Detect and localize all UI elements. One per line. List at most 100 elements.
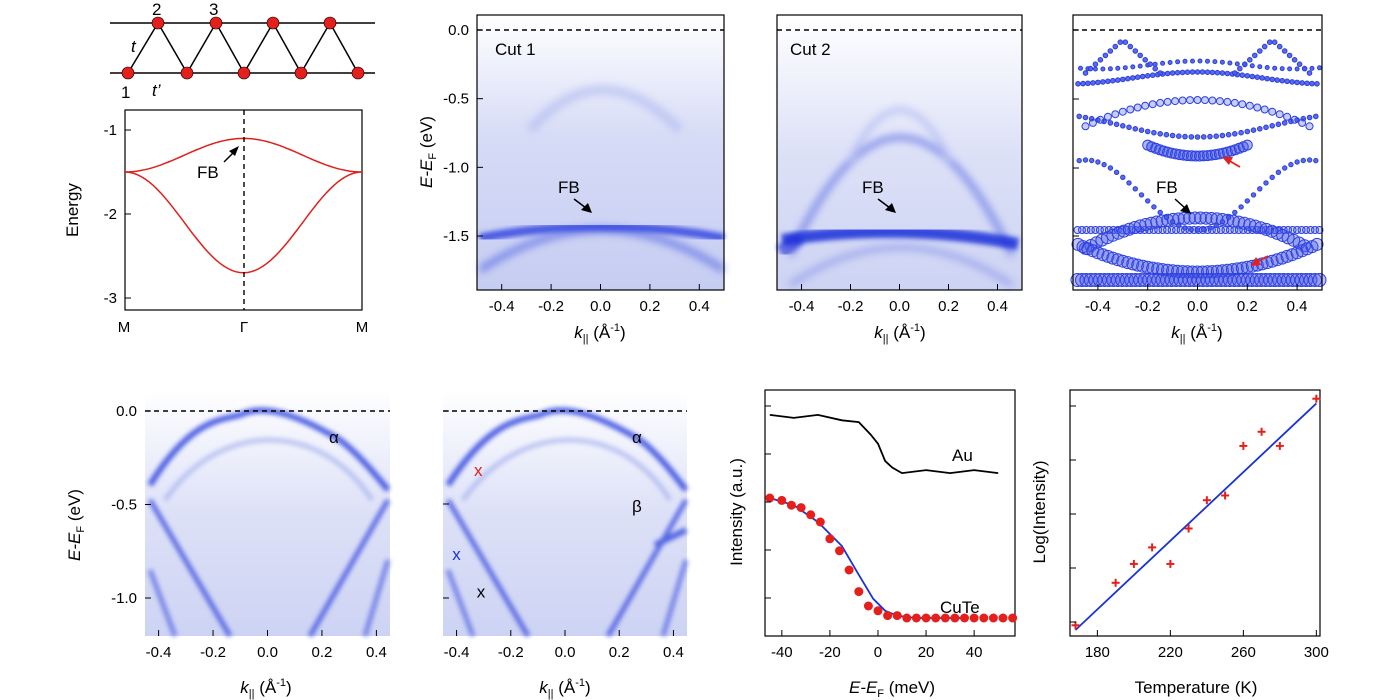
- calc-band-point: [1249, 63, 1255, 69]
- tb-xtick-M: M: [356, 319, 369, 336]
- cute-data-point: [815, 517, 825, 527]
- x-tick-label: 0.2: [1237, 298, 1258, 315]
- calc-band-point: [1174, 149, 1186, 161]
- calc-band-point: [1283, 112, 1292, 121]
- calc-band-point: [1290, 115, 1299, 124]
- hopping-label-t: t: [131, 37, 137, 56]
- calc-band-point: [1171, 97, 1180, 106]
- edc-panel: -40 -20 0 20 40 Au CuTe Intensity (a.u.) E-E…: [727, 389, 1018, 700]
- alpha-label: α: [329, 428, 339, 447]
- x-tick-label: -0.2: [538, 298, 564, 315]
- calc-band-point: [1237, 65, 1243, 72]
- calc-band-point: [1184, 69, 1191, 75]
- calc-band-point: [1275, 110, 1284, 119]
- x-tick-label: 0.0: [590, 298, 611, 315]
- calc-band-point: [1201, 96, 1209, 105]
- calc-band-point: [1179, 69, 1186, 76]
- x-tick-label: 0.2: [639, 298, 660, 315]
- calc-band-point: [1117, 39, 1124, 46]
- calc-band-point: [1194, 69, 1201, 75]
- cut2-panel: Cut 2 FB -0.4 -0.2 0.0 0.2 0.4 k|| (Å-1): [775, 14, 1023, 345]
- tb-fb-arrow-head: [229, 146, 239, 156]
- x-tick-label: 0.4: [1287, 298, 1308, 315]
- calc-band-point: [1189, 69, 1196, 75]
- calc-band-point: [1315, 226, 1324, 234]
- lattice-site: [121, 66, 135, 80]
- calc-band-point: [1151, 129, 1157, 136]
- calc-band-point: [1138, 127, 1145, 133]
- calc-band-point: [1223, 97, 1232, 106]
- beta-panel-branch: [445, 498, 531, 638]
- calc-red-arrow-head: [1222, 157, 1233, 165]
- alpha-band-branch: [362, 559, 391, 637]
- calc-band-point: [1092, 61, 1099, 67]
- calc-band-point: [1131, 258, 1145, 272]
- cute-data-point: [1008, 613, 1018, 623]
- calc-band-point: [1249, 73, 1256, 80]
- x-tick-label: -40: [771, 644, 793, 661]
- calc-band-point: [1176, 222, 1182, 229]
- calc-band-point: [1141, 101, 1150, 110]
- calc-band-point: [1281, 120, 1288, 126]
- calc-band-point: [1130, 75, 1136, 81]
- cute-data-point: [988, 613, 998, 623]
- calc-band-point: [1120, 174, 1126, 181]
- calc-band-point: [1275, 169, 1282, 176]
- calc-band-point: [1174, 69, 1181, 76]
- calc-band-point: [1150, 215, 1164, 229]
- calc-band-point: [1194, 150, 1205, 162]
- y-tick-label: -1.5: [443, 228, 469, 245]
- calc-band-point: [1115, 65, 1121, 71]
- beta-band: [653, 527, 688, 548]
- cute-data-point: [969, 613, 979, 623]
- calc-band-point: [1306, 157, 1313, 163]
- cut2-title: Cut 2: [790, 40, 831, 59]
- cute-data-point: [863, 601, 873, 611]
- calc-band-point: [1160, 60, 1166, 66]
- calc-band-point: [1205, 58, 1210, 64]
- calc-band-point: [1215, 97, 1224, 106]
- calc-band-point: [1152, 65, 1158, 72]
- temperature-data-point: [1275, 441, 1284, 450]
- y-tick-label: -0.5: [443, 91, 469, 108]
- cute-data-point: [902, 613, 912, 623]
- cute-fit-line: [769, 497, 963, 619]
- beta-panel-inner-band: [460, 437, 673, 502]
- calc-band-point: [1164, 70, 1171, 77]
- calc-band-point: [1169, 132, 1176, 139]
- cut1-flat-band: [479, 222, 725, 243]
- y-tick-label: -1.0: [111, 590, 137, 607]
- calc-band-point: [1157, 70, 1163, 76]
- x-tick-label: 0.0: [257, 644, 278, 661]
- calc-band-point: [1224, 70, 1231, 77]
- site-label-1: 1: [121, 83, 130, 102]
- alpha-band-branch: [307, 498, 391, 638]
- tb-ytick: -2: [104, 206, 117, 223]
- temperature-data-point: [1071, 621, 1080, 630]
- calc-fb-label: FB: [1156, 178, 1178, 197]
- site-label-2: 2: [152, 0, 161, 19]
- calc-band-point: [1245, 101, 1254, 110]
- calc-band-point: [1106, 251, 1120, 265]
- calc-band-point: [1238, 129, 1244, 136]
- y-tick-label: 0.0: [116, 403, 137, 420]
- lattice-site: [180, 66, 194, 80]
- calc-band-point: [1200, 134, 1207, 140]
- calc-band-point: [1274, 77, 1280, 83]
- calc-band-point: [1081, 122, 1090, 131]
- calc-band-point: [1241, 139, 1253, 151]
- calc-band-point: [1133, 103, 1142, 112]
- x-tick-label: 260: [1231, 644, 1256, 661]
- calc-band-point: [1144, 128, 1151, 135]
- calc-band-point: [1169, 70, 1176, 76]
- calc-band-point: [1113, 121, 1120, 128]
- calc-band-point: [1232, 209, 1238, 216]
- calc-band-point: [1116, 254, 1130, 268]
- lattice-site: [323, 16, 337, 30]
- calc-band-point: [1244, 73, 1251, 79]
- calc-band-point: [1305, 122, 1314, 131]
- lattice-site: [266, 16, 280, 30]
- tb-ytick: -1: [104, 122, 117, 139]
- calc-band-point: [1145, 198, 1151, 204]
- calc-band-point: [1219, 132, 1226, 139]
